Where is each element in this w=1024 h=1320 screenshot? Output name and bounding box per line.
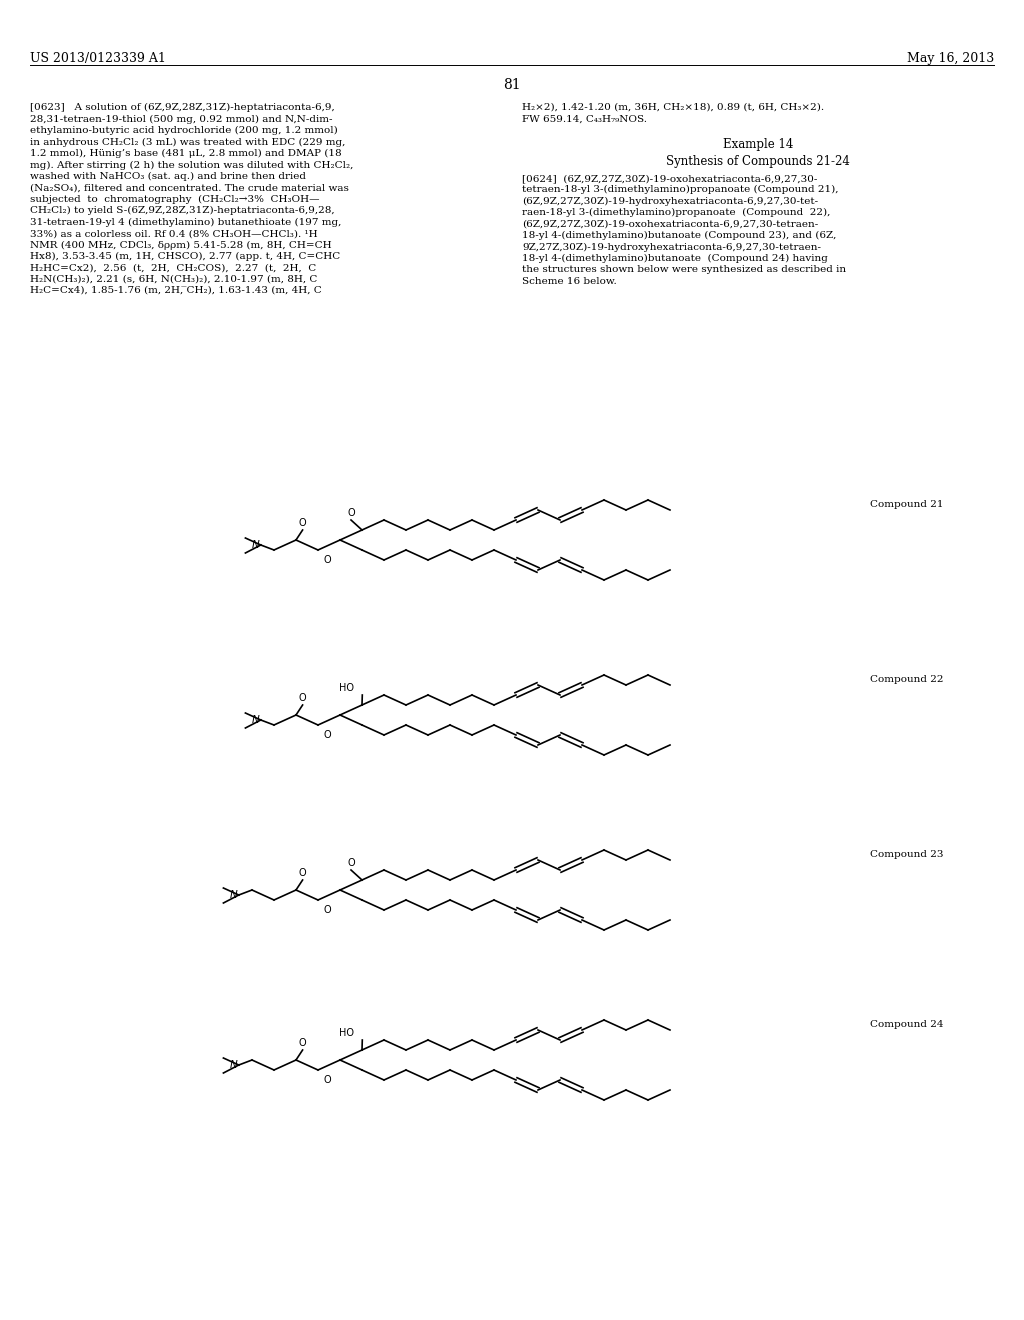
Text: O: O <box>323 730 331 741</box>
Text: Compound 24: Compound 24 <box>870 1020 943 1030</box>
Text: O: O <box>299 869 306 878</box>
Text: 81: 81 <box>503 78 521 92</box>
Text: HO: HO <box>339 1028 354 1038</box>
Text: Compound 23: Compound 23 <box>870 850 943 859</box>
Text: HO: HO <box>339 682 354 693</box>
Text: N: N <box>230 890 238 900</box>
Text: O: O <box>323 906 331 915</box>
Text: H₂×2), 1.42-1.20 (m, 36H, CH₂×18), 0.89 (t, 6H, CH₃×2).
FW 659.14, C₄₃H₇₉NOS.: H₂×2), 1.42-1.20 (m, 36H, CH₂×18), 0.89 … <box>522 103 824 123</box>
Text: [0624]  (6Z,9Z,27Z,30Z)-19-oxohexatriaconta-6,9,27,30-
tetraen-18-yl 3-(dimethyl: [0624] (6Z,9Z,27Z,30Z)-19-oxohexatriacon… <box>522 174 846 286</box>
Text: Compound 22: Compound 22 <box>870 675 943 684</box>
Text: Synthesis of Compounds 21-24: Synthesis of Compounds 21-24 <box>666 154 850 168</box>
Text: N: N <box>252 715 260 725</box>
Text: Example 14: Example 14 <box>723 139 794 150</box>
Text: May 16, 2013: May 16, 2013 <box>906 51 994 65</box>
Text: O: O <box>347 858 354 869</box>
Text: O: O <box>299 693 306 704</box>
Text: O: O <box>299 1038 306 1048</box>
Text: [0623]   A solution of (6Z,9Z,28Z,31Z)-heptatriaconta-6,9,
28,31-tetraen-19-thio: [0623] A solution of (6Z,9Z,28Z,31Z)-hep… <box>30 103 353 294</box>
Text: N: N <box>252 540 260 550</box>
Text: O: O <box>347 508 354 517</box>
Text: US 2013/0123339 A1: US 2013/0123339 A1 <box>30 51 166 65</box>
Text: N: N <box>230 1060 238 1071</box>
Text: O: O <box>323 1074 331 1085</box>
Text: O: O <box>299 517 306 528</box>
Text: O: O <box>323 554 331 565</box>
Text: Compound 21: Compound 21 <box>870 500 943 510</box>
